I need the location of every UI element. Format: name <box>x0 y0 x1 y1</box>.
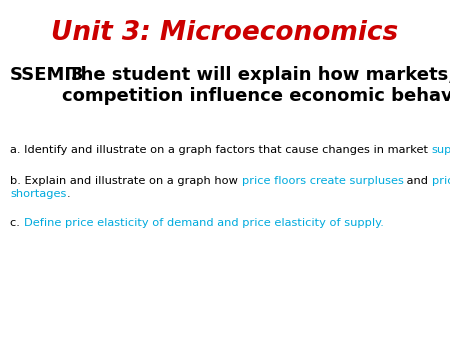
Text: and: and <box>403 176 432 186</box>
Text: supply: supply <box>432 145 450 155</box>
Text: Define price elasticity of demand and price elasticity of supply.: Define price elasticity of demand and pr… <box>23 218 383 228</box>
Text: .: . <box>67 189 70 199</box>
Text: Unit 3: Microeconomics: Unit 3: Microeconomics <box>51 20 399 46</box>
Text: b. Explain and illustrate on a graph how: b. Explain and illustrate on a graph how <box>10 176 242 186</box>
Text: shortages: shortages <box>10 189 67 199</box>
Text: SSEMI3: SSEMI3 <box>10 66 85 84</box>
Text: price floors create surpluses: price floors create surpluses <box>242 176 403 186</box>
Text: c.: c. <box>10 218 23 228</box>
Text: a. Identify and illustrate on a graph factors that cause changes in market: a. Identify and illustrate on a graph fa… <box>10 145 432 155</box>
Text: price ceilings create: price ceilings create <box>432 176 450 186</box>
Text: The student will explain how markets, prices, and
competition influence economic: The student will explain how markets, pr… <box>62 66 450 105</box>
